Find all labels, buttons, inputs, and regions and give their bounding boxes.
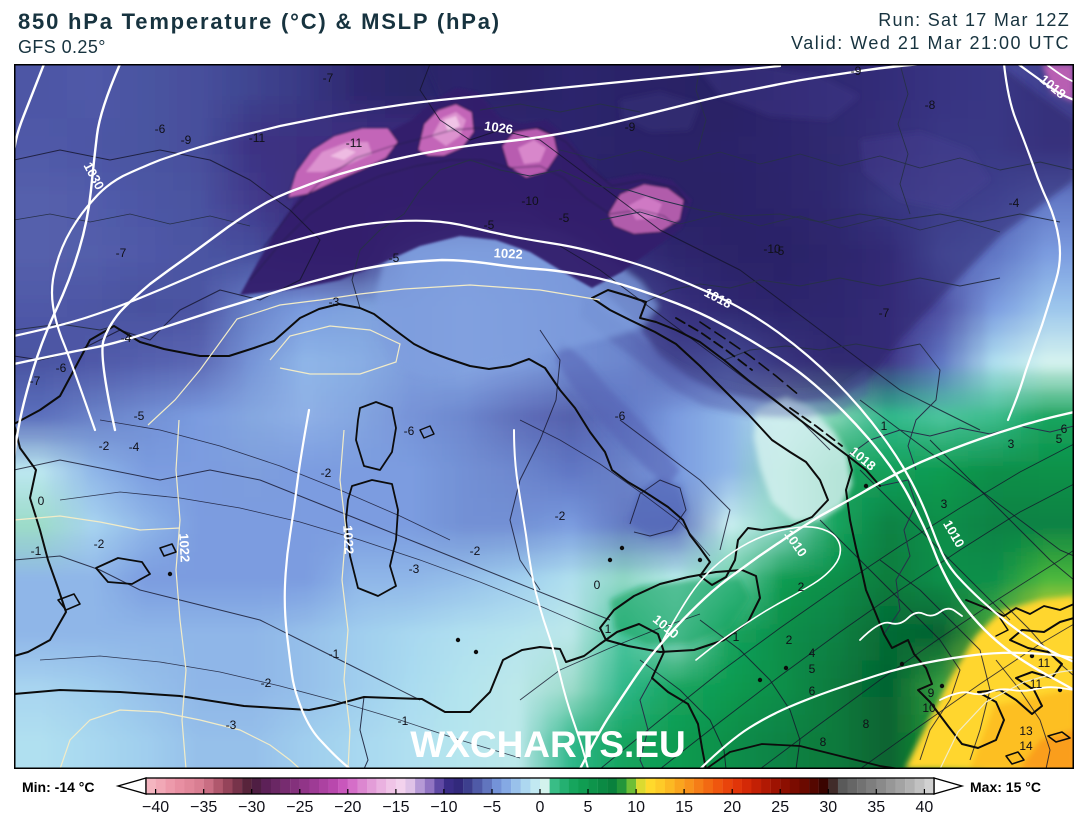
svg-text:0: 0 <box>594 578 601 592</box>
svg-text:-6: -6 <box>615 409 626 423</box>
svg-text:5: 5 <box>584 799 593 816</box>
svg-text:-4: -4 <box>129 440 140 454</box>
svg-text:-5: -5 <box>774 244 785 258</box>
svg-text:-5: -5 <box>134 409 145 423</box>
svg-text:20: 20 <box>723 799 741 816</box>
svg-text:35: 35 <box>867 799 885 816</box>
svg-text:40: 40 <box>916 799 934 816</box>
svg-text:-5: -5 <box>484 218 495 232</box>
svg-text:13: 13 <box>1019 724 1033 738</box>
svg-text:-9: -9 <box>625 120 636 134</box>
svg-text:-11: -11 <box>249 131 266 145</box>
svg-text:10: 10 <box>627 799 645 816</box>
svg-text:-4: -4 <box>1009 196 1020 210</box>
svg-text:-7: -7 <box>323 71 334 85</box>
svg-text:5: 5 <box>809 662 816 676</box>
svg-text:3: 3 <box>941 497 948 511</box>
svg-text:−40: −40 <box>142 799 169 816</box>
svg-text:-2: -2 <box>555 509 566 523</box>
svg-text:9: 9 <box>928 686 935 700</box>
svg-text:-2: -2 <box>99 439 110 453</box>
svg-text:11: 11 <box>1038 656 1051 670</box>
svg-text:-6: -6 <box>56 361 67 375</box>
svg-text:−30: −30 <box>238 799 265 816</box>
svg-text:-2: -2 <box>470 544 481 558</box>
svg-text:4: 4 <box>809 646 816 660</box>
svg-text:-2: -2 <box>261 676 272 690</box>
svg-text:Min: -14 °C: Min: -14 °C <box>22 779 95 795</box>
svg-text:-10: -10 <box>521 194 539 208</box>
svg-text:1022: 1022 <box>493 245 523 261</box>
svg-text:0: 0 <box>536 799 545 816</box>
svg-text:-6: -6 <box>404 424 415 438</box>
svg-text:2: 2 <box>786 633 793 647</box>
svg-text:1: 1 <box>881 419 888 433</box>
svg-text:−5: −5 <box>483 799 501 816</box>
svg-text:−10: −10 <box>430 799 457 816</box>
svg-text:0: 0 <box>38 494 45 508</box>
svg-text:-2: -2 <box>321 466 332 480</box>
svg-text:1: 1 <box>733 630 740 644</box>
svg-text:−20: −20 <box>334 799 361 816</box>
svg-text:-9: -9 <box>181 133 192 147</box>
svg-text:10: 10 <box>922 701 936 715</box>
svg-text:30: 30 <box>819 799 837 816</box>
svg-text:−15: −15 <box>382 799 409 816</box>
svg-text:-5: -5 <box>389 251 400 265</box>
svg-text:-3: -3 <box>409 562 420 576</box>
svg-text:1026: 1026 <box>483 118 514 137</box>
svg-text:25: 25 <box>771 799 789 816</box>
svg-text:11: 11 <box>1030 677 1043 691</box>
svg-text:6: 6 <box>1061 422 1068 436</box>
svg-text:-8: -8 <box>925 98 936 112</box>
svg-text:-4: -4 <box>121 331 132 345</box>
svg-text:14: 14 <box>1019 739 1033 753</box>
svg-text:2: 2 <box>798 580 805 594</box>
svg-text:-2: -2 <box>94 537 105 551</box>
svg-text:-1: -1 <box>398 714 409 728</box>
svg-text:Max: 15 °C: Max: 15 °C <box>970 779 1041 795</box>
svg-text:-1: -1 <box>31 544 42 558</box>
svg-text:3: 3 <box>1008 437 1015 451</box>
svg-text:5: 5 <box>1056 432 1063 446</box>
svg-text:−35: −35 <box>190 799 217 816</box>
svg-text:WXCHARTS.EU: WXCHARTS.EU <box>410 724 685 765</box>
svg-text:8: 8 <box>820 735 827 749</box>
svg-text:-7: -7 <box>879 306 890 320</box>
svg-text:-1: -1 <box>329 647 340 661</box>
svg-text:-3: -3 <box>226 718 237 732</box>
svg-text:-3: -3 <box>329 295 340 309</box>
svg-text:15: 15 <box>675 799 693 816</box>
svg-text:8: 8 <box>863 717 870 731</box>
svg-text:-7: -7 <box>30 374 41 388</box>
svg-text:-10: -10 <box>763 242 781 256</box>
svg-text:1: 1 <box>605 622 612 636</box>
svg-text:6: 6 <box>809 684 816 698</box>
svg-text:-11: -11 <box>346 136 363 150</box>
svg-text:-5: -5 <box>559 211 570 225</box>
svg-text:-9: -9 <box>851 64 862 78</box>
svg-text:1022: 1022 <box>176 533 192 563</box>
svg-text:−25: −25 <box>286 799 313 816</box>
svg-text:-6: -6 <box>155 122 166 136</box>
svg-text:-7: -7 <box>116 246 127 260</box>
svg-text:1022: 1022 <box>340 525 356 555</box>
